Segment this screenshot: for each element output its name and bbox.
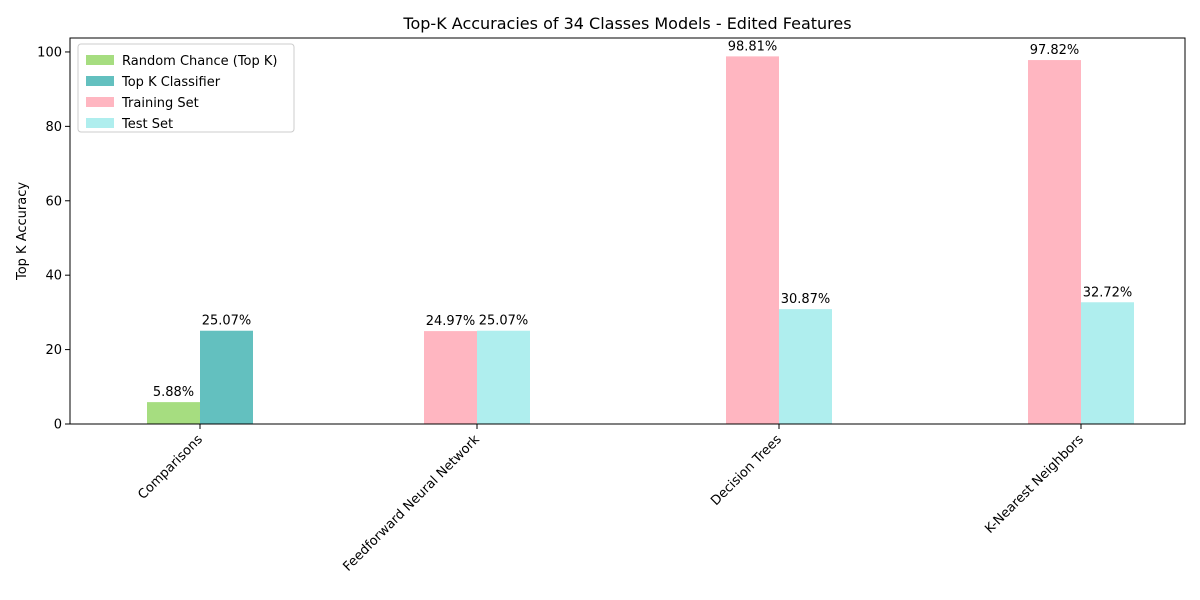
x-axis: Comparisons Feedforward Neural Network Dec…: [135, 424, 1087, 575]
y-tick-label-5: 100: [37, 45, 62, 60]
bar-2-3: [779, 309, 832, 424]
bar-2-2: [726, 56, 779, 424]
bars-layer: [147, 56, 1134, 424]
bar-1-3: [477, 330, 530, 424]
bar-value-label-2-3: 30.87%: [781, 292, 831, 307]
bar-3-2: [1028, 60, 1081, 424]
x-tick-label-1: Feedforward Neural Network: [340, 432, 483, 575]
legend-label-1: Top K Classifier: [121, 75, 221, 90]
y-axis-label: Top K Accuracy: [15, 182, 30, 281]
legend-swatch-1: [86, 76, 114, 86]
x-tick-label-3: K-Nearest Neighbors: [982, 432, 1087, 537]
bar-0-1: [200, 330, 253, 424]
bar-value-label-0-1: 25.07%: [202, 314, 252, 329]
bar-value-label-3-2: 97.82%: [1030, 43, 1080, 58]
bar-0-0: [147, 402, 200, 424]
legend-label-2: Training Set: [121, 96, 199, 111]
chart-title: Top-K Accuracies of 34 Classes Models - …: [402, 14, 851, 33]
bar-labels-layer: 5.88%25.07% 24.97% 25.07%98.81%30.87%97.82…: [153, 39, 1132, 400]
plot-frame: [69, 37, 1186, 425]
bar-value-label-1-3: 25.07%: [479, 314, 529, 329]
legend-swatch-0: [86, 55, 114, 65]
legend-swatch-2: [86, 97, 114, 107]
bar-value-label-1-2: 24.97%: [426, 314, 476, 329]
y-tick-label-4: 80: [45, 120, 62, 135]
y-tick-label-3: 60: [45, 194, 62, 209]
x-tick-label-2: Decision Trees: [708, 432, 785, 509]
bar-value-label-2-2: 98.81%: [728, 39, 778, 54]
bar-value-label-3-3: 32.72%: [1083, 285, 1133, 300]
y-axis: 0 20 40 60 80 100: [37, 45, 70, 433]
x-tick-label-0: Comparisons: [135, 432, 206, 503]
legend: Random Chance (Top K) Top K Classifier Tra…: [77, 43, 295, 133]
bar-value-label-0-0: 5.88%: [153, 385, 194, 400]
legend-frame: [77, 43, 295, 133]
y-tick-label-1: 20: [45, 343, 62, 358]
legend-label-3: Test Set: [121, 117, 173, 132]
y-tick-label-2: 40: [45, 269, 62, 284]
bar-3-3: [1081, 302, 1134, 424]
y-tick-label-0: 0: [54, 418, 62, 433]
bar-1-2: [424, 331, 477, 424]
legend-label-0: Random Chance (Top K): [122, 54, 278, 69]
legend-swatch-3: [86, 118, 114, 128]
